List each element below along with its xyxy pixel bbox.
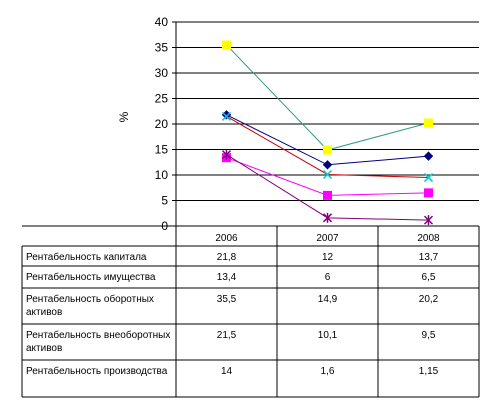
data-label-1-1: 6: [325, 272, 331, 283]
point-2-1: [323, 145, 332, 155]
y-tick-label-15: 15: [155, 143, 169, 157]
data-label-3-0: 21,5: [217, 330, 237, 341]
data-label-4-2: 1,15: [419, 366, 439, 377]
series-label-1: Рентабельность имущества: [26, 271, 156, 283]
point-4-1: [322, 212, 333, 223]
data-label-2-2: 20,2: [419, 294, 439, 305]
series-label-0: Рентабельность капитала: [26, 251, 147, 263]
point-3-1: [322, 169, 333, 180]
point-2-0: [222, 40, 231, 50]
point-1-1: [323, 190, 332, 200]
y-tick-label-30: 30: [155, 66, 169, 80]
data-label-1-2: 6,5: [422, 272, 436, 283]
point-0-1: [322, 160, 333, 170]
data-label-1-0: 13,4: [217, 272, 237, 283]
data-label-2-0: 35,5: [217, 294, 237, 305]
y-tick-label-40: 40: [155, 15, 169, 29]
x-category-label-2006: 2006: [215, 233, 238, 244]
series-label-3: Рентабельность внеоборотных активов: [26, 329, 170, 354]
data-label-0-2: 13,7: [419, 252, 439, 263]
y-tick-label-10: 10: [155, 168, 169, 182]
series-label-2: Рентабельность оборотных активов: [26, 293, 154, 318]
point-1-2: [424, 188, 433, 198]
y-tick-label-20: 20: [155, 117, 169, 131]
series-line-0: [226, 114, 429, 166]
series-label-4: Рентабельность производства: [26, 365, 168, 377]
x-category-label-2008: 2008: [417, 233, 440, 244]
y-tick-label-35: 35: [155, 41, 169, 55]
data-label-4-0: 14: [221, 366, 233, 377]
data-label-0-0: 21,8: [217, 252, 237, 263]
point-2-2: [424, 118, 433, 128]
y-tick-label-5: 5: [161, 194, 168, 208]
y-axis-label: %: [117, 111, 131, 122]
data-label-3-1: 10,1: [318, 330, 338, 341]
x-category-label-2007: 2007: [316, 233, 339, 244]
point-3-0: [221, 111, 232, 121]
data-label-0-1: 12: [322, 252, 334, 263]
point-3-2: [423, 173, 434, 183]
point-0-2: [423, 151, 434, 161]
point-4-0: [221, 149, 232, 160]
point-4-2: [423, 215, 434, 226]
data-label-4-1: 1,6: [321, 366, 335, 377]
data-label-2-1: 14,9: [318, 294, 338, 305]
data-label-3-2: 9,5: [422, 330, 436, 341]
y-tick-label-25: 25: [155, 92, 169, 106]
